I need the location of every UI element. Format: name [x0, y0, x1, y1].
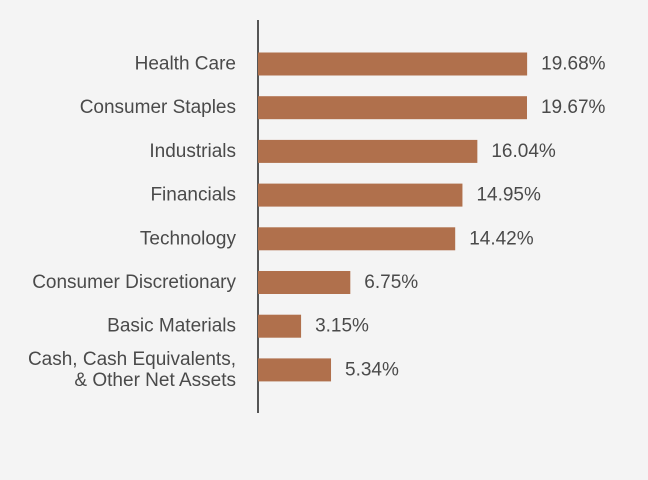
value-labels: 19.68% 19.67% 16.04% 14.95% 14.42% 6.75% 3.15%… — [315, 54, 606, 381]
category-label-line: Basic Materials — [107, 316, 236, 337]
value-label: 16.04% — [491, 141, 556, 162]
bars-group — [258, 52, 528, 382]
value-label: 5.34% — [345, 359, 399, 380]
bar — [258, 227, 456, 251]
value-label: 19.68% — [541, 54, 606, 75]
value-label: 3.15% — [315, 316, 369, 337]
category-label: Basic Materials — [107, 316, 236, 337]
bar — [258, 358, 332, 382]
bar — [258, 52, 528, 76]
category-label: Financials — [150, 185, 236, 206]
bar — [258, 314, 302, 338]
category-label-line: & Other Net Assets — [74, 370, 236, 391]
category-label-line: Consumer Discretionary — [32, 272, 236, 293]
bar — [258, 96, 527, 120]
category-label: Cash, Cash Equivalents, & Other Net Asset… — [28, 349, 236, 391]
bar — [258, 183, 463, 207]
value-label: 14.42% — [469, 228, 534, 249]
category-labels: Health Care Consumer Staples Industrials Fi… — [28, 54, 237, 391]
category-label: Health Care — [135, 54, 236, 75]
category-label-line: Industrials — [149, 141, 236, 162]
category-label-line: Cash, Cash Equivalents, — [28, 349, 236, 370]
category-label: Technology — [140, 228, 237, 249]
bar — [258, 139, 478, 163]
bar — [258, 271, 351, 294]
value-label: 6.75% — [364, 272, 418, 293]
category-label: Consumer Staples — [80, 97, 236, 118]
category-label-line: Financials — [150, 185, 236, 206]
value-label: 14.95% — [476, 185, 541, 206]
category-label: Consumer Discretionary — [32, 272, 236, 293]
category-label: Industrials — [149, 141, 236, 162]
category-label-line: Technology — [140, 228, 237, 249]
category-label-line: Consumer Staples — [80, 97, 236, 118]
category-label-line: Health Care — [135, 54, 236, 75]
value-label: 19.67% — [541, 97, 606, 118]
